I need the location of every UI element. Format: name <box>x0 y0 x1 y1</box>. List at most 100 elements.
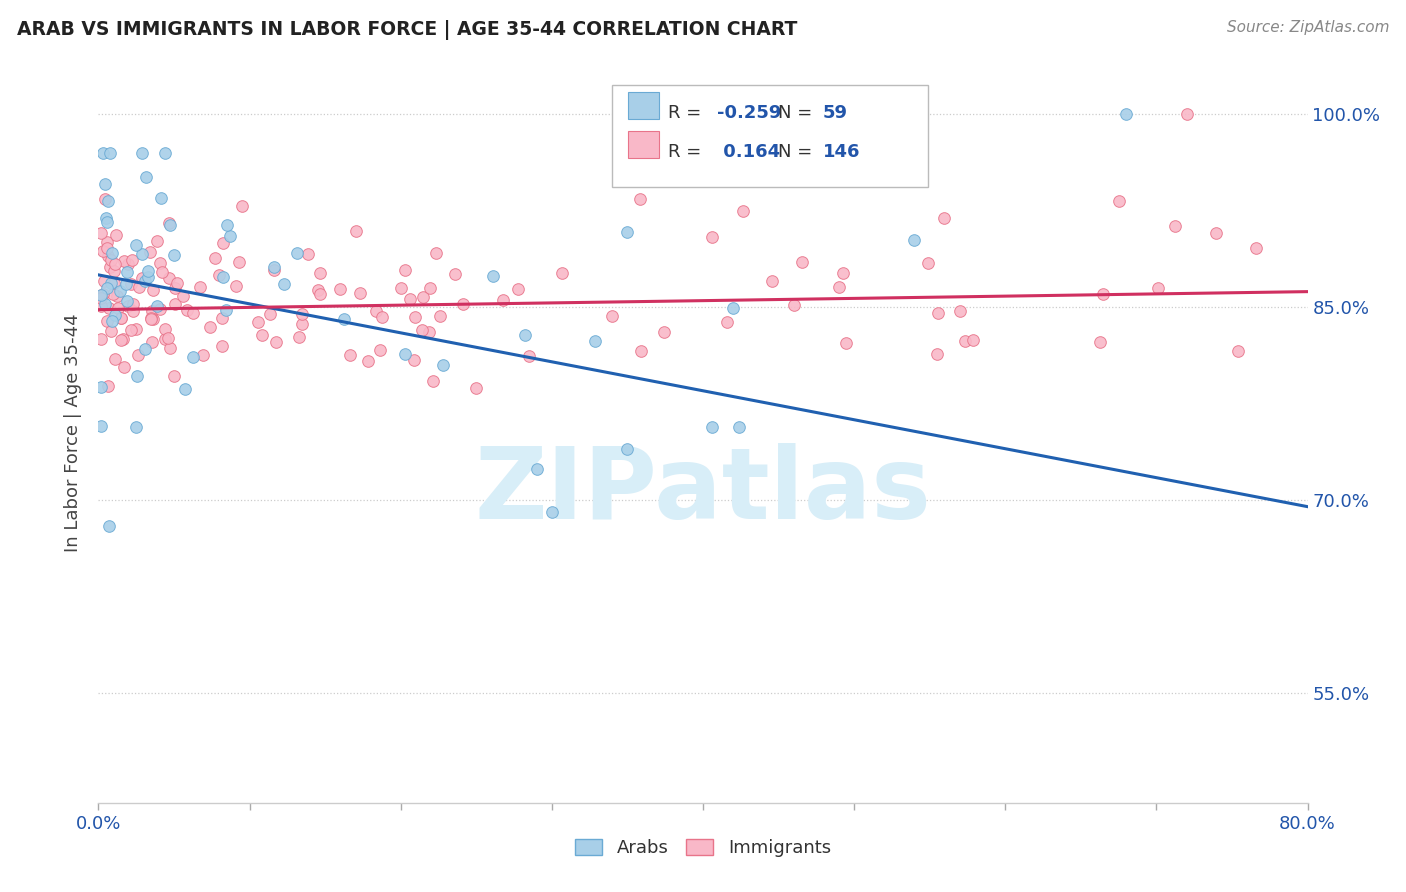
Point <box>339 348 361 362</box>
Point <box>962 333 984 347</box>
Point <box>166 276 188 290</box>
Point <box>141 310 163 325</box>
Legend: Arabs, Immigrants: Arabs, Immigrants <box>568 831 838 864</box>
Point <box>115 293 138 308</box>
Point <box>228 255 250 269</box>
Point <box>103 264 125 278</box>
Point <box>101 286 124 301</box>
Point <box>91 244 114 258</box>
Point <box>1205 226 1227 240</box>
Point <box>1147 281 1170 295</box>
Point <box>273 277 295 292</box>
Point <box>835 335 858 350</box>
Point <box>288 329 311 343</box>
Point <box>309 286 332 301</box>
Point <box>616 442 638 457</box>
Point <box>263 262 285 277</box>
Point <box>181 306 204 320</box>
Point <box>308 266 330 280</box>
Point <box>285 246 308 260</box>
Point <box>149 301 172 316</box>
Point <box>96 241 118 255</box>
Point <box>121 253 143 268</box>
Point <box>108 284 131 298</box>
Point <box>925 347 948 361</box>
Point <box>121 297 143 311</box>
Text: N =: N = <box>778 143 811 161</box>
Point <box>112 360 135 375</box>
Point <box>120 277 142 291</box>
Point <box>134 343 156 357</box>
Y-axis label: In Labor Force | Age 35-44: In Labor Force | Age 35-44 <box>65 313 83 552</box>
Point <box>368 343 391 358</box>
Point <box>117 257 139 271</box>
Point <box>93 192 115 206</box>
Point <box>105 288 128 302</box>
Point <box>761 274 783 288</box>
Point <box>105 228 128 243</box>
Point <box>411 323 433 337</box>
Point <box>208 268 231 282</box>
Text: R =: R = <box>668 104 702 122</box>
Point <box>419 281 441 295</box>
Text: R =: R = <box>668 143 702 161</box>
Point <box>349 286 371 301</box>
Point <box>94 211 117 225</box>
Point <box>157 271 180 285</box>
Point <box>371 310 394 324</box>
Point <box>429 309 451 323</box>
Point <box>1115 107 1137 121</box>
Point <box>110 311 132 326</box>
Point <box>263 260 285 274</box>
Point <box>783 298 806 312</box>
Point <box>138 244 160 259</box>
Point <box>120 323 142 337</box>
Point <box>551 266 574 280</box>
Point <box>790 255 813 269</box>
Text: N =: N = <box>778 104 811 122</box>
Point <box>159 341 181 355</box>
Point <box>100 253 122 268</box>
Text: ZIPatlas: ZIPatlas <box>475 443 931 541</box>
Point <box>131 145 153 160</box>
Point <box>127 348 149 362</box>
Point <box>135 170 157 185</box>
Point <box>98 260 121 274</box>
Point <box>136 264 159 278</box>
Point <box>101 245 124 260</box>
Point <box>97 379 120 393</box>
Point <box>398 292 420 306</box>
Point <box>418 325 440 339</box>
Point <box>465 382 488 396</box>
Point <box>291 317 314 331</box>
Point <box>97 249 120 263</box>
Point <box>153 145 176 160</box>
Point <box>128 280 150 294</box>
Point <box>110 333 132 347</box>
Point <box>121 304 143 318</box>
Point <box>104 257 127 271</box>
Point <box>1175 107 1198 121</box>
Point <box>200 320 222 334</box>
Text: -0.259: -0.259 <box>717 104 782 122</box>
Point <box>98 145 121 160</box>
Point <box>583 334 606 348</box>
Point <box>139 311 162 326</box>
Point <box>112 332 135 346</box>
Point <box>616 225 638 239</box>
Point <box>297 247 319 261</box>
Point <box>94 177 117 191</box>
Point <box>188 279 211 293</box>
Point <box>332 311 354 326</box>
Point <box>125 420 148 434</box>
Point <box>517 349 540 363</box>
Point <box>482 268 505 283</box>
Point <box>107 301 129 315</box>
Point <box>104 352 127 367</box>
Point <box>141 304 163 318</box>
Point <box>149 191 172 205</box>
Point <box>90 332 112 346</box>
Point <box>432 358 454 372</box>
Point <box>98 519 121 533</box>
Point <box>101 314 124 328</box>
